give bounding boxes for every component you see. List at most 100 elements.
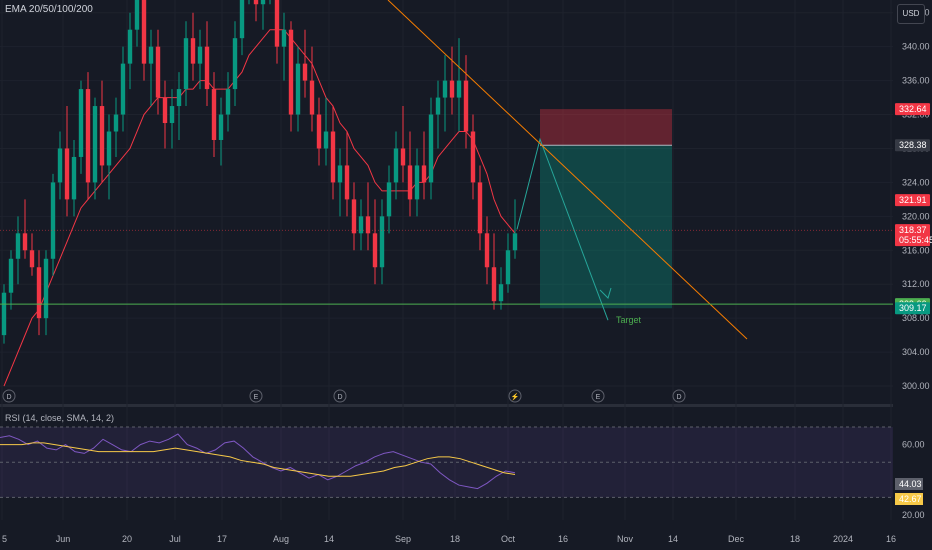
target-zone — [540, 145, 672, 309]
candle-body — [155, 46, 161, 98]
tag-text: 328.38 — [899, 140, 927, 150]
candle-body — [15, 233, 21, 259]
candle — [183, 21, 189, 107]
tag-bg — [895, 139, 930, 152]
price-tick-label: 312.00 — [902, 279, 930, 289]
candle-body — [1, 292, 7, 336]
rsi-legend[interactable]: RSI (14, close, SMA, 14, 2) — [5, 413, 115, 423]
candle-body — [218, 114, 224, 140]
candle-body — [127, 29, 133, 64]
candlesticks — [1, 0, 518, 344]
candle — [379, 199, 385, 285]
event-label: D — [337, 394, 342, 401]
candle-body — [204, 46, 210, 90]
indicator-legend[interactable]: EMA 20/50/100/200 — [5, 4, 93, 15]
candle-body — [344, 165, 350, 200]
rsi-sma-line — [0, 442, 516, 477]
event-badge — [333, 389, 347, 403]
candle — [253, 0, 259, 22]
candle-body — [302, 63, 308, 81]
candle — [50, 173, 56, 276]
candle-body — [232, 38, 238, 90]
price-tick-label: 340.00 — [902, 42, 930, 52]
candle — [134, 0, 140, 47]
candle-body — [442, 80, 448, 98]
rsi-line — [0, 433, 516, 490]
candle-body — [64, 148, 70, 200]
candle — [29, 233, 35, 276]
candle-body — [491, 267, 497, 302]
candle — [302, 29, 308, 98]
candle-body — [120, 63, 126, 115]
candle — [190, 12, 196, 81]
candle-body — [505, 250, 511, 285]
tag-text: 42.67 — [899, 494, 922, 504]
candle-body — [498, 284, 504, 302]
rsi-tick-label: 60.00 — [902, 440, 925, 450]
pane-separator — [0, 404, 893, 407]
candle — [428, 97, 434, 200]
drawn-lines[interactable] — [0, 0, 893, 340]
candle-body — [393, 148, 399, 183]
event-label: E — [254, 394, 259, 401]
time-tick-label: Jul — [169, 534, 181, 544]
candle — [148, 29, 154, 107]
event-marker: ⚡ — [508, 389, 522, 403]
time-tick-label: 2024 — [833, 534, 853, 544]
candle — [281, 12, 287, 81]
candle — [372, 199, 378, 285]
candle — [505, 233, 511, 293]
candle-body — [211, 89, 217, 140]
candle-body — [428, 114, 434, 183]
candle-body — [190, 38, 196, 64]
candle — [421, 131, 427, 200]
candle-body — [470, 131, 476, 183]
candle — [248, 0, 250, 5]
short-position-tool[interactable]: Target — [516, 109, 672, 325]
event-label: E — [596, 394, 601, 401]
candle-body — [176, 89, 182, 107]
candle-body — [197, 46, 203, 64]
time-tick-label: Aug — [273, 534, 289, 544]
candle — [15, 216, 21, 285]
candle — [400, 106, 406, 183]
candle — [162, 80, 168, 149]
candle — [414, 148, 420, 217]
candle-body — [449, 80, 455, 98]
price-axis-bg — [893, 0, 932, 550]
candle-body — [36, 267, 42, 319]
candle-body — [407, 165, 413, 200]
candle — [197, 29, 203, 90]
candle — [484, 216, 490, 285]
price-tick-label: 320.00 — [902, 211, 930, 221]
event-label: D — [676, 394, 681, 401]
price-tick-label: 304.00 — [902, 347, 930, 357]
currency-button[interactable]: USD — [897, 4, 925, 24]
time-tick-label: 16 — [558, 534, 568, 544]
time-tick-label: 5 — [2, 534, 7, 544]
candle — [386, 165, 392, 234]
candle — [113, 97, 119, 157]
candle-body — [57, 148, 63, 183]
candle — [169, 89, 175, 149]
candle — [470, 114, 476, 200]
candle-body — [421, 165, 427, 183]
candle — [323, 97, 329, 166]
candle — [491, 233, 497, 310]
time-tick-label: 18 — [450, 534, 460, 544]
rsi-tick-label: 20.00 — [902, 510, 925, 520]
event-badge — [508, 389, 522, 403]
time-axis: 5 Jun 20 Jul 17 Aug 14 Sep 18 Oct 16 Nov 14 Dec 18 2024… — [0, 528, 932, 550]
candle — [344, 131, 350, 217]
tag-countdown: 05:55:45 — [899, 235, 932, 245]
event-badge — [591, 389, 605, 403]
event-markers[interactable]: D E D ⚡ E D — [2, 389, 686, 403]
stop-tag: 332.64 — [895, 103, 930, 116]
time-tick-label: 14 — [324, 534, 334, 544]
event-label: D — [6, 394, 11, 401]
candle-body — [29, 250, 35, 268]
candle-body — [8, 258, 14, 293]
projection-arrow — [599, 287, 612, 299]
